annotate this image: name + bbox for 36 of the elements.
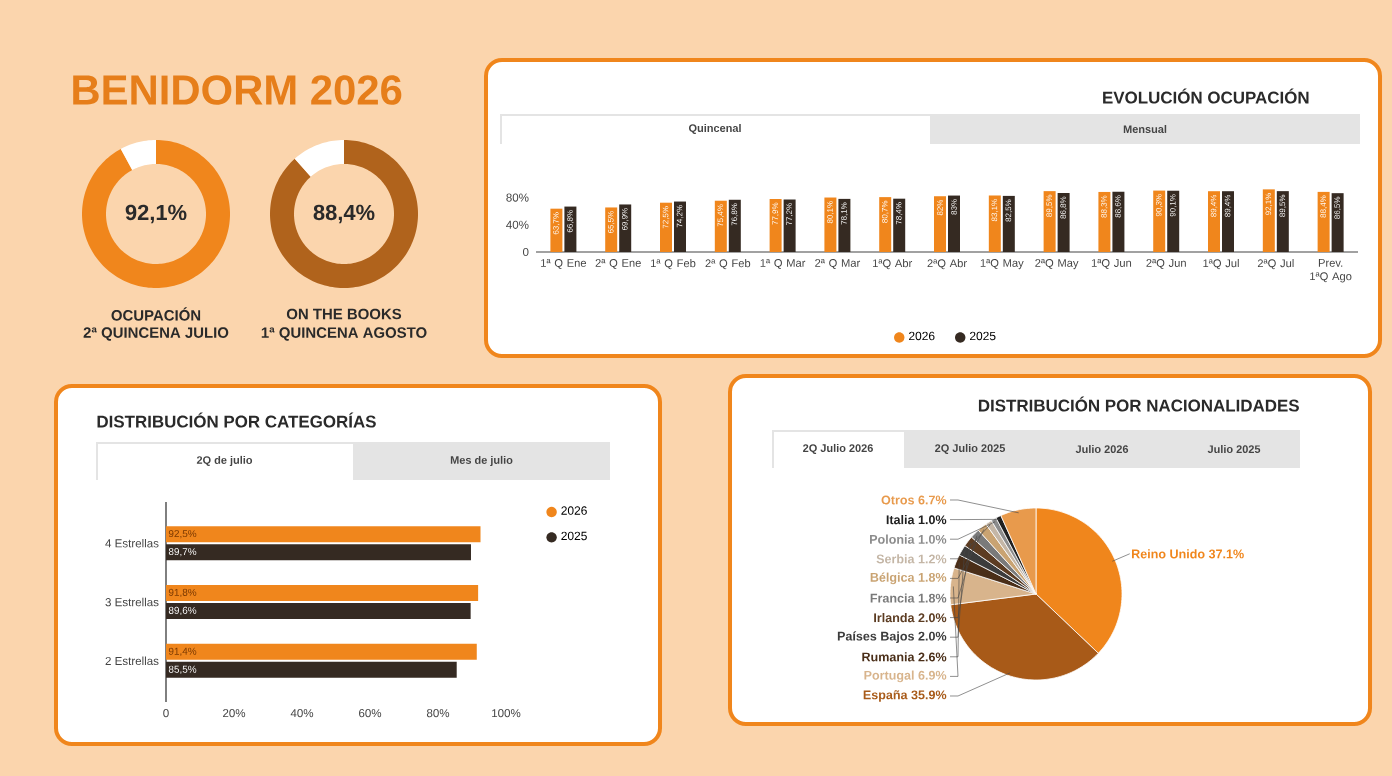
bar xyxy=(1208,191,1221,252)
bar xyxy=(1167,190,1180,252)
bar xyxy=(674,201,687,252)
bar xyxy=(948,195,961,252)
bar xyxy=(550,208,563,252)
bar xyxy=(1317,191,1330,252)
bar xyxy=(1112,191,1125,252)
chart-title: EVOLUCIÓN OCUPACIÓN xyxy=(1103,88,1309,104)
bar xyxy=(1057,192,1070,252)
bar xyxy=(783,199,796,252)
chart-title: DISTRIBUCIÓN POR CATEGORÍAS xyxy=(97,412,376,428)
bar xyxy=(1043,191,1056,252)
bar xyxy=(1153,190,1166,252)
bar xyxy=(1002,195,1015,252)
bar xyxy=(728,199,741,252)
bar xyxy=(1276,191,1289,252)
bar xyxy=(660,202,673,252)
data-label: 88,4% xyxy=(313,204,375,224)
bar xyxy=(1262,189,1275,252)
bar xyxy=(934,196,947,252)
data-label: 92,1% xyxy=(125,204,187,224)
chart-title: DISTRIBUCIÓN POR NACIONALIDADES xyxy=(978,396,1299,412)
bar xyxy=(564,206,577,252)
bar xyxy=(893,198,906,252)
bar xyxy=(1331,193,1344,252)
bar xyxy=(1098,191,1111,252)
bar xyxy=(988,195,1001,252)
bar xyxy=(824,197,837,252)
bar xyxy=(769,199,782,252)
bar xyxy=(838,198,851,252)
bar xyxy=(1222,191,1235,252)
bar xyxy=(879,197,892,252)
bar xyxy=(619,204,632,252)
text: BENIDORM 2026 xyxy=(73,75,402,105)
bar xyxy=(714,200,727,252)
bar xyxy=(605,207,618,252)
